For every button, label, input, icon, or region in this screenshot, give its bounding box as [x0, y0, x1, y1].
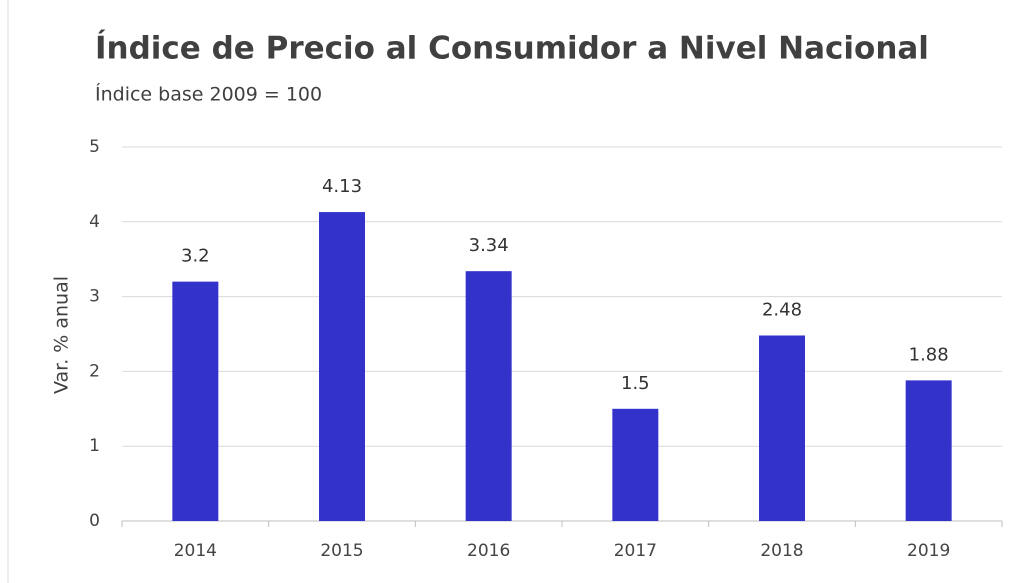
bar: [465, 271, 512, 521]
x-tick-label: 2017: [614, 541, 657, 561]
bar: [905, 380, 952, 521]
bar: [319, 212, 365, 522]
bar: [759, 335, 805, 521]
data-label: 1.5: [621, 373, 650, 394]
x-tick-label: 2014: [174, 541, 217, 561]
chart-title: Índice de Precio al Consumidor a Nivel N…: [95, 31, 929, 67]
x-tick-label: 2018: [760, 541, 803, 561]
data-label: 3.2: [181, 246, 210, 267]
y-tick-label: 4: [89, 212, 100, 232]
x-tick-label: 2015: [320, 541, 363, 561]
y-tick-label: 5: [89, 137, 100, 157]
y-tick-label: 2: [89, 361, 100, 381]
bar: [612, 408, 659, 521]
y-tick-label: 3: [89, 287, 100, 307]
x-tick-label: 2019: [907, 541, 950, 561]
x-tick-label: 2016: [467, 541, 510, 561]
y-tick-label: 0: [89, 511, 100, 531]
data-label: 2.48: [762, 299, 802, 320]
data-label: 1.88: [909, 344, 949, 365]
y-axis-label: Var. % anual: [51, 276, 73, 394]
chart-subtitle: Índice base 2009 = 100: [95, 83, 322, 106]
data-label: 3.34: [469, 235, 509, 256]
bar: [172, 281, 219, 521]
data-label: 4.13: [322, 176, 362, 197]
y-tick-label: 1: [89, 436, 100, 456]
